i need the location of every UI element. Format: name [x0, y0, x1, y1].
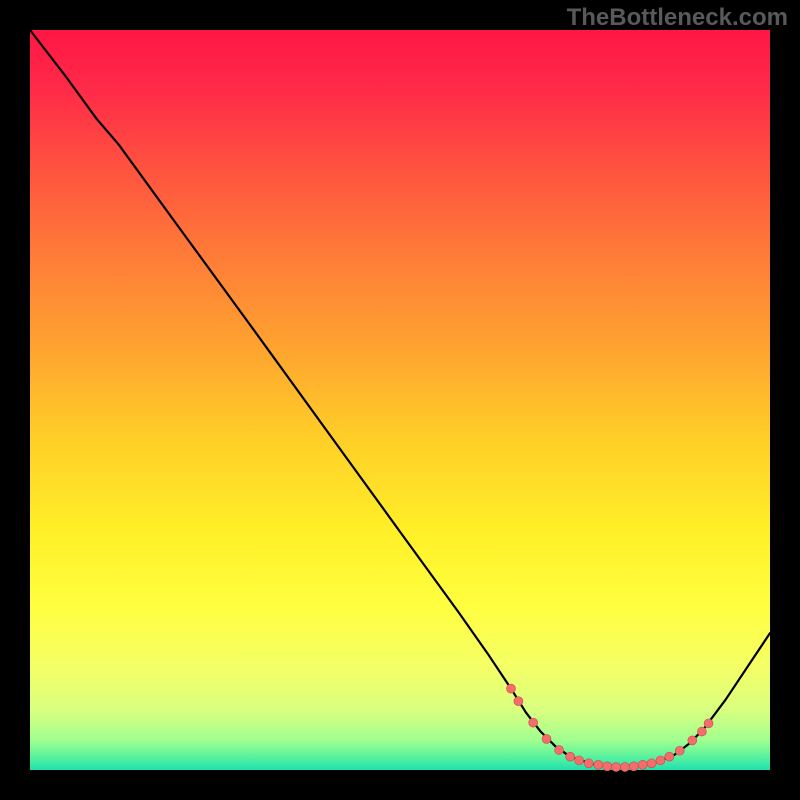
curve-marker — [665, 752, 674, 761]
curve-marker — [675, 746, 684, 755]
curve-marker — [594, 760, 603, 769]
curve-marker — [603, 762, 612, 771]
curve-marker — [575, 756, 584, 765]
curve-marker — [507, 684, 516, 693]
curve-marker — [514, 697, 523, 706]
curve-marker — [542, 734, 551, 743]
curve-marker — [620, 763, 629, 772]
chart-svg — [0, 0, 800, 800]
curve-marker — [697, 727, 706, 736]
curve-marker — [555, 746, 564, 755]
bottleneck-chart: TheBottleneck.com — [0, 0, 800, 800]
curve-marker — [612, 763, 621, 772]
curve-marker — [629, 762, 638, 771]
curve-marker — [704, 719, 713, 728]
curve-marker — [688, 736, 697, 745]
curve-marker — [656, 756, 665, 765]
curve-marker — [638, 760, 647, 769]
plot-background — [30, 30, 770, 770]
watermark-text: TheBottleneck.com — [567, 4, 788, 32]
curve-marker — [566, 752, 575, 761]
curve-marker — [584, 759, 593, 768]
curve-marker — [529, 718, 538, 727]
curve-marker — [647, 759, 656, 768]
